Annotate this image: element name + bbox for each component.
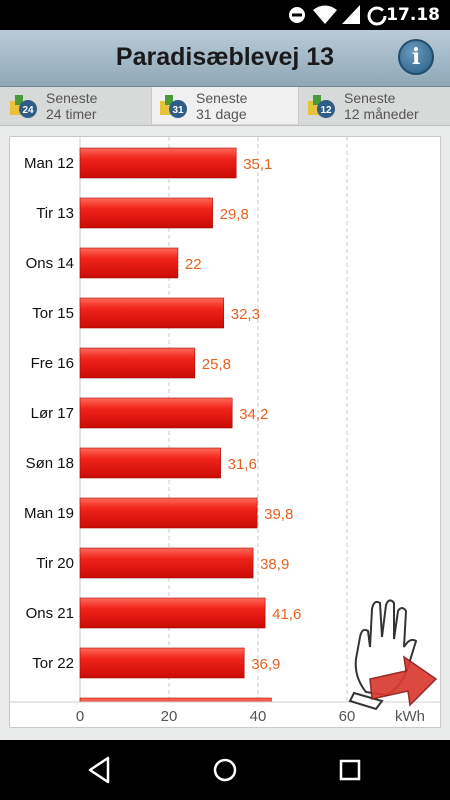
tab-label-line1: Seneste [46, 90, 98, 106]
bar[interactable] [79, 597, 266, 629]
bar[interactable] [79, 497, 258, 529]
calendar-24-icon: 24 [10, 95, 37, 118]
calendar-31-icon: 31 [160, 95, 187, 118]
tab-label-line1: Seneste [344, 90, 396, 106]
bar[interactable] [79, 647, 245, 679]
recents-icon[interactable] [332, 752, 368, 788]
value-label: 36,9 [251, 656, 280, 673]
bar[interactable] [79, 247, 179, 279]
value-label: 32,3 [231, 306, 260, 323]
bar[interactable] [79, 197, 213, 229]
cell-signal-icon [342, 5, 360, 24]
x-tick-label: 20 [161, 708, 178, 725]
app-header: Paradisæblevej 13 i [0, 30, 450, 87]
page-title: Paradisæblevej 13 [115, 43, 335, 71]
x-tick-label: 60 [339, 708, 356, 725]
tab-label-line1: Seneste [196, 90, 248, 106]
bar[interactable] [79, 147, 237, 179]
battery-icon [367, 6, 387, 26]
value-label: 34,2 [239, 406, 268, 423]
bar[interactable] [79, 447, 221, 479]
wifi-icon [313, 5, 337, 24]
category-label: Ons 14 [26, 255, 74, 272]
tab-31-days[interactable]: 31 Seneste 31 dage [151, 87, 299, 124]
tab-badge: 12 [320, 105, 332, 116]
value-label: 35,1 [243, 156, 272, 173]
info-icon[interactable]: i [398, 39, 434, 75]
bar[interactable] [79, 397, 233, 429]
value-label: 39,8 [264, 506, 293, 523]
bar[interactable] [79, 297, 225, 329]
tab-badge: 31 [172, 105, 184, 116]
tab-label-line2: 31 dage [196, 106, 247, 122]
category-label: Fre 16 [31, 355, 74, 372]
bar[interactable] [79, 347, 196, 379]
nav-bar [0, 740, 450, 800]
home-icon[interactable] [207, 752, 243, 788]
category-label: Ons 21 [26, 605, 74, 622]
period-tabs: 24 Seneste 24 timer 31 Seneste 31 dage 1… [0, 87, 450, 126]
consumption-chart[interactable]: Man 12 35,1 Tir 13 29,8 Ons 14 22 Tor 15 32,3 Fr… [9, 136, 441, 728]
bar[interactable] [79, 547, 254, 579]
tab-label-line2: 12 måneder [344, 106, 419, 122]
value-label: 38,9 [260, 556, 289, 573]
category-label: Tor 15 [32, 305, 74, 322]
unit-label: kWh [395, 708, 425, 725]
value-label: 29,8 [220, 206, 249, 223]
tab-label-line2: 24 timer [46, 106, 97, 122]
value-label: 22 [185, 256, 202, 273]
category-label: Man 12 [24, 155, 74, 172]
category-label: Lør 17 [31, 405, 74, 422]
tab-24-hours[interactable]: 24 Seneste 24 timer [2, 87, 150, 124]
calendar-12-icon: 12 [308, 95, 335, 118]
category-label: Tor 22 [32, 655, 74, 672]
category-label: Søn 18 [26, 455, 74, 472]
status-bar: 17.18 [0, 0, 450, 30]
category-label: Tir 20 [36, 555, 74, 572]
value-label: 31,6 [228, 456, 257, 473]
status-time: 17.18 [386, 5, 440, 25]
tab-12-months[interactable]: 12 Seneste 12 måneder [300, 87, 448, 124]
do-not-disturb-icon [289, 7, 305, 23]
category-label: Man 19 [24, 505, 74, 522]
value-label: 41,6 [272, 606, 301, 623]
bar-chart: Man 12 35,1 Tir 13 29,8 Ons 14 22 Tor 15 32,3 Fr… [10, 137, 440, 727]
back-icon[interactable] [82, 752, 118, 788]
category-label: Tir 13 [36, 205, 74, 222]
value-label: 25,8 [202, 356, 231, 373]
x-tick-label: 40 [250, 708, 267, 725]
x-tick-label: 0 [76, 708, 84, 725]
arrow-right-icon [369, 655, 438, 707]
tab-badge: 24 [22, 105, 34, 116]
